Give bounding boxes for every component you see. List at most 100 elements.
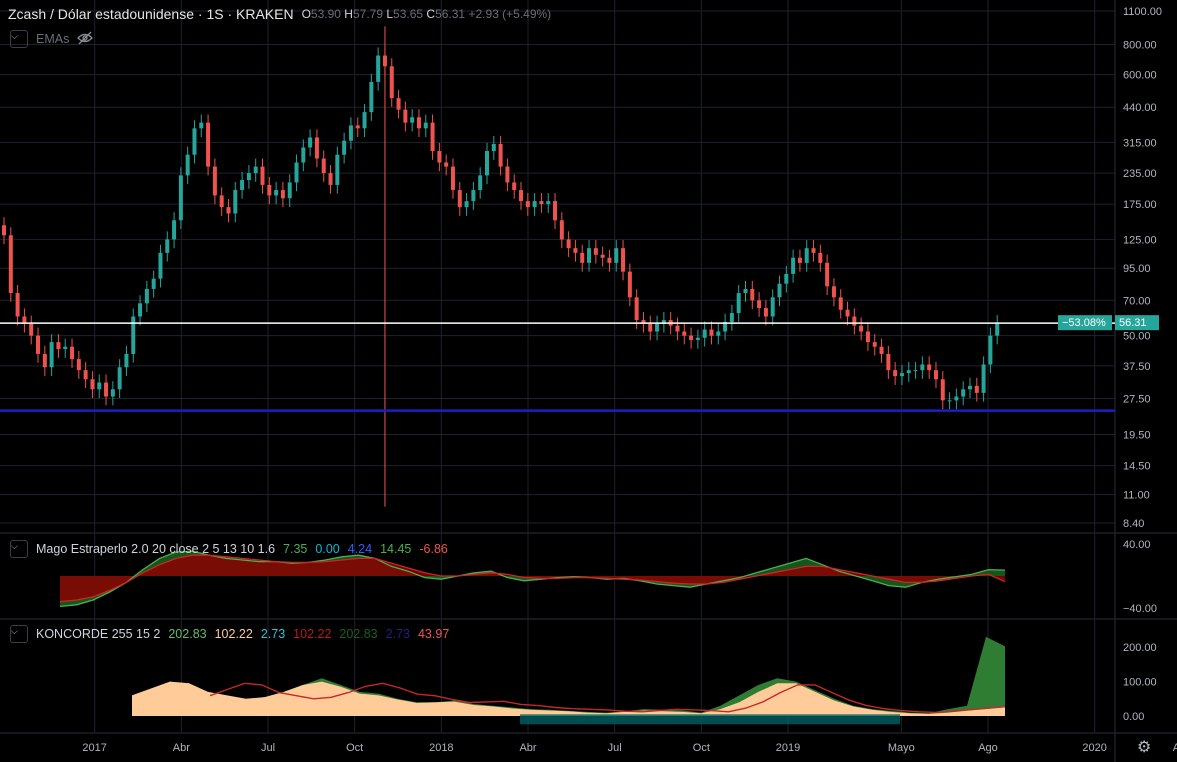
candle-body: [172, 220, 177, 240]
candle-body: [49, 342, 54, 368]
candle-body: [757, 300, 762, 309]
candle-body: [403, 109, 408, 123]
candle-body: [899, 373, 904, 377]
candle-body: [940, 379, 945, 401]
candle-body: [811, 248, 816, 253]
candle-body: [389, 66, 394, 99]
candle-body: [246, 173, 251, 181]
emas-legend: ⌵ EMAs: [10, 30, 94, 48]
candle-body: [83, 370, 88, 380]
open-value: 53.90: [310, 7, 341, 21]
indicator1-y-tick: 40.00: [1123, 539, 1151, 551]
candle-body: [988, 335, 993, 365]
chevron-down-icon[interactable]: ⌵: [10, 625, 28, 643]
candle-body: [614, 248, 619, 263]
candle-body: [267, 184, 272, 196]
y-tick-label: 600.00: [1123, 70, 1157, 82]
candle-body: [42, 353, 47, 368]
candle-body: [661, 320, 666, 324]
candle-body: [36, 335, 41, 354]
x-tick-label: Abr: [1173, 742, 1177, 754]
candle-body: [838, 297, 843, 310]
candle-body: [362, 112, 367, 129]
indicator2-name: KONCORDE 255 15 2: [36, 627, 161, 641]
candle-body: [505, 166, 510, 183]
close-label: C: [426, 7, 436, 21]
indicator2-value: 2.73: [260, 627, 286, 641]
chevron-down-icon[interactable]: ⌵: [10, 540, 28, 558]
y-tick-label: 175.00: [1123, 199, 1157, 211]
candle-body: [546, 201, 551, 205]
candle-body: [484, 151, 489, 176]
high-label: H: [344, 7, 353, 21]
candle-body: [655, 323, 660, 332]
candle-body: [593, 248, 598, 255]
candle-body: [178, 175, 183, 221]
candle-body: [185, 154, 190, 176]
candle-body: [600, 254, 605, 258]
candle-body: [199, 122, 204, 129]
open-label: O: [301, 7, 311, 21]
candle-body: [695, 337, 700, 340]
candle-body: [348, 125, 353, 141]
x-tick-label: 2017: [82, 742, 106, 754]
candle-body: [906, 370, 911, 374]
candle-body: [512, 182, 517, 191]
chevron-down-icon[interactable]: ⌵: [10, 30, 28, 48]
indicator1-value: 14.45: [380, 542, 412, 556]
candle-body: [723, 321, 728, 332]
candle-body: [920, 364, 925, 371]
candle-body: [675, 325, 680, 332]
indicator2-legend: ⌵ KONCORDE 255 15 2 202.83 102.22 2.73 102.…: [10, 625, 449, 643]
candle-body: [865, 331, 870, 343]
candle-body: [954, 396, 959, 401]
y-tick-label: 19.50: [1123, 430, 1151, 442]
x-tick-label: Oct: [693, 742, 710, 754]
candle-body: [689, 335, 694, 340]
candle-body: [287, 182, 292, 199]
candle-body: [818, 252, 823, 263]
price-tag-bg: [1115, 315, 1159, 331]
candle-body: [491, 144, 496, 152]
candle-body: [151, 278, 156, 289]
candle-body: [872, 342, 877, 347]
candle-body: [314, 137, 319, 159]
x-tick-label: Jul: [608, 742, 622, 754]
candle-body: [104, 382, 109, 397]
candle-body: [124, 353, 129, 368]
y-tick-label: 440.00: [1123, 102, 1157, 114]
y-tick-label: 27.50: [1123, 393, 1151, 405]
candle-body: [294, 162, 299, 183]
koncorde-blue-area: [520, 714, 900, 725]
candle-body: [682, 331, 687, 336]
candle-body: [410, 117, 415, 123]
settings-gear-icon[interactable]: ⚙: [1137, 737, 1151, 756]
symbol-title: Zcash / Dólar estadounidense · 1S · KRAK…: [8, 6, 294, 22]
x-tick-label: 2018: [429, 742, 453, 754]
indicator2-y-tick: 0.00: [1123, 711, 1144, 723]
candle-body: [90, 379, 95, 390]
candle-body: [29, 323, 34, 336]
candle-body: [63, 346, 68, 350]
candle-body: [328, 173, 333, 185]
candle-body: [369, 81, 374, 113]
candle-body: [525, 201, 530, 208]
candle-body: [927, 364, 932, 371]
candle-body: [70, 346, 75, 360]
candle-body: [260, 166, 265, 185]
price-tag: 56.31: [1119, 317, 1147, 329]
change-value: +2.93 (+5.49%): [468, 7, 552, 21]
candle-body: [423, 122, 428, 129]
y-tick-label: 8.40: [1123, 518, 1144, 530]
y-tick-label: 315.00: [1123, 137, 1157, 149]
candle-body: [280, 190, 285, 199]
x-tick-label: 2019: [776, 742, 800, 754]
candle-body: [566, 239, 571, 249]
candle-body: [859, 325, 864, 332]
eye-off-icon[interactable]: [77, 31, 94, 48]
candle-body: [967, 385, 972, 390]
candle-body: [947, 400, 952, 402]
x-tick-label: Ago: [978, 742, 998, 754]
candle-body: [933, 370, 938, 380]
